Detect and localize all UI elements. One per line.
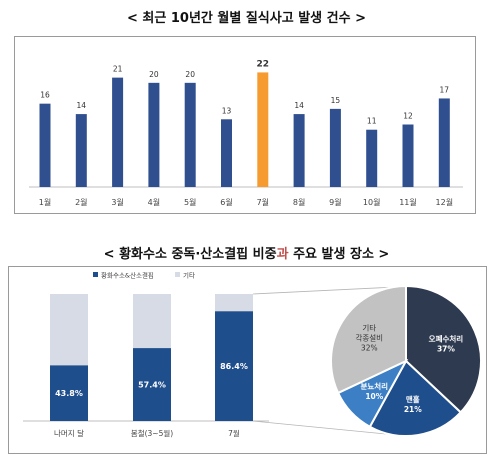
data-label-6: 13 [222, 106, 232, 115]
tick-label-12: 12월 [436, 197, 454, 207]
tick-label-8: 8월 [293, 197, 305, 207]
category-label-2: 봄철(3~5월) [131, 428, 173, 438]
legend-swatch-2 [175, 272, 180, 277]
legend-label-1: 황화수소&산소결핍 [101, 271, 154, 280]
data-label-11: 12 [403, 112, 413, 121]
connector-line-top [252, 286, 397, 295]
pie-name-1: 오폐수처리 [429, 334, 464, 344]
bar-9 [329, 108, 341, 187]
tick-label-1: 1월 [39, 197, 51, 207]
tick-label-5: 5월 [184, 197, 196, 207]
pie-slice-4 [330, 284, 407, 395]
tick-label-4: 4월 [148, 197, 160, 207]
category-label-3: 7월 [228, 428, 240, 438]
legend-swatch-1 [93, 272, 98, 277]
pie-pct-1: 37% [437, 345, 455, 354]
bar-2 [75, 114, 87, 187]
pie-name-4: 기타 [362, 324, 376, 333]
bar-7 [257, 72, 269, 187]
monthly-bar-chart: 16 1월 14 2월 21 3월 20 4월 20 5월 13 6월 22 7월 14 8월 15 9월 11 10… [29, 59, 463, 207]
ratio-chart-panel: 황화수소&산소결핍 기타 43.8% 나머지 달 57.4% 봄철(3~5월) 86.4% 7… [8, 266, 487, 454]
pie-label-2: 맨홀 21% [404, 394, 422, 414]
pie-label-4: 기타 각종설비 32% [355, 324, 383, 353]
bar-5 [184, 82, 196, 187]
bar-1 [39, 103, 51, 187]
pie-name-2: 맨홀 [406, 394, 420, 404]
pie-label-1: 오폐수처리 37% [429, 334, 464, 354]
data-label-12: 17 [440, 85, 450, 94]
stack-primary-3 [215, 311, 253, 421]
bar-8 [293, 114, 305, 187]
stack-other-2 [133, 294, 171, 349]
stack-value-label-1: 43.8% [55, 389, 83, 398]
stack-value-label-3: 86.4% [220, 362, 248, 371]
data-label-1: 16 [40, 91, 50, 100]
pie-label-3: 분뇨처리 10% [360, 381, 388, 401]
tick-label-7: 7월 [257, 197, 269, 207]
data-label-9: 15 [331, 96, 341, 105]
pie-name-3: 분뇨처리 [360, 381, 388, 391]
bar-12 [438, 98, 450, 187]
stack-primary-1 [50, 365, 88, 421]
pie-pct-2: 21% [404, 405, 422, 414]
tick-label-3: 3월 [111, 197, 123, 207]
data-label-4: 20 [149, 70, 159, 79]
pie-pct-4: 32% [361, 344, 378, 353]
bar-3 [112, 77, 124, 187]
tick-label-10: 10월 [363, 197, 381, 207]
bar-4 [148, 82, 160, 187]
chart-title-monthly: < 최근 10년간 월별 질식사고 발생 건수 > [127, 11, 366, 26]
data-label-2: 14 [77, 101, 87, 110]
category-label-1: 나머지 달 [54, 429, 84, 438]
pie-slice-1 [405, 284, 482, 414]
stack-other-1 [50, 294, 88, 366]
tick-label-6: 6월 [220, 197, 232, 207]
chart-title-ratio: < 황화수소 중독·산소결핍 비중과 주요 발생 장소 > [103, 247, 390, 262]
data-label-7: 22 [257, 59, 270, 69]
legend-label-2: 기타 [183, 271, 195, 280]
tick-label-2: 2월 [75, 197, 87, 207]
bar-6 [221, 119, 232, 187]
stack-other-3 [215, 294, 253, 312]
connector-line-bottom [252, 420, 397, 436]
tick-label-9: 9월 [329, 197, 341, 207]
bar-10 [366, 129, 378, 187]
data-label-5: 20 [185, 70, 195, 79]
bar-11 [402, 124, 414, 187]
data-label-10: 11 [367, 117, 377, 126]
monthly-chart-panel: 16 1월 14 2월 21 3월 20 4월 20 5월 13 6월 22 7월 14 8월 15 9월 11 10… [14, 36, 476, 214]
data-label-8: 14 [294, 101, 304, 110]
pie-pct-3: 10% [365, 392, 383, 401]
pie-slice-2 [368, 359, 463, 437]
stack-primary-2 [133, 348, 171, 421]
pie-name-4: 각종설비 [355, 333, 383, 343]
stack-value-label-2: 57.4% [138, 381, 166, 390]
tick-label-11: 11월 [399, 197, 417, 207]
data-label-3: 21 [113, 65, 123, 74]
